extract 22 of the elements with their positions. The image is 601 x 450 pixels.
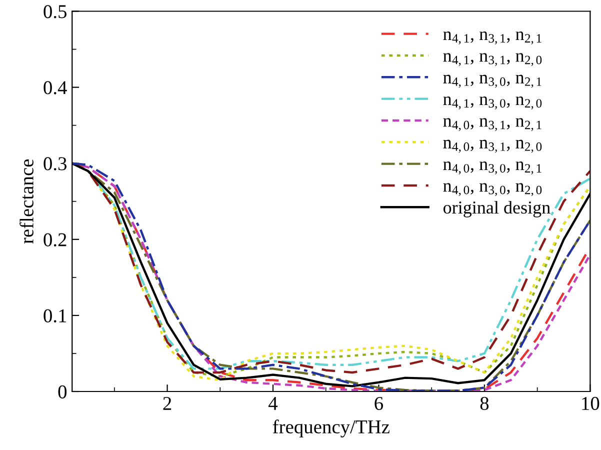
legend-label: n$_{4,1}$, n$_{3,0}$, n$_{2,1}$ <box>443 74 542 88</box>
y-axis-title: reflectance <box>20 159 34 244</box>
legend-label: n$_{4,0}$, n$_{3,1}$, n$_{2,1}$ <box>443 118 542 132</box>
x-tick-label: 10 <box>582 396 600 410</box>
legend-label: n$_{4,1}$, n$_{3,0}$, n$_{2,0}$ <box>443 96 542 110</box>
y-tick-label: 0.4 <box>44 81 67 94</box>
y-tick-label: 0.3 <box>44 157 66 170</box>
y-tick-label: 0 <box>58 385 67 398</box>
legend-label: original design <box>443 200 550 218</box>
x-tick-label: 8 <box>480 396 489 410</box>
legend-label: n$_{4,0}$, n$_{3,0}$, n$_{2,1}$ <box>443 161 542 174</box>
x-tick-label: 6 <box>374 396 384 410</box>
x-tick-label: 4 <box>268 397 278 410</box>
y-tick-label: 0.2 <box>44 233 66 246</box>
legend-label: n$_{4,0}$, n$_{3,0}$, n$_{2,0}$ <box>443 183 542 196</box>
x-tick-label: 2 <box>163 396 172 410</box>
x-axis-title: frequency/THz <box>272 420 390 438</box>
legend-label: n$_{4,1}$, n$_{3,1}$, n$_{2,0}$ <box>443 53 542 66</box>
y-tick-label: 0.5 <box>44 5 66 18</box>
y-tick-label: 0.1 <box>44 309 66 322</box>
legend-label: n$_{4,0}$, n$_{3,1}$, n$_{2,0}$ <box>443 140 542 153</box>
legend-label: n$_{4,1}$, n$_{3,1}$, n$_{2,1}$ <box>443 31 542 44</box>
